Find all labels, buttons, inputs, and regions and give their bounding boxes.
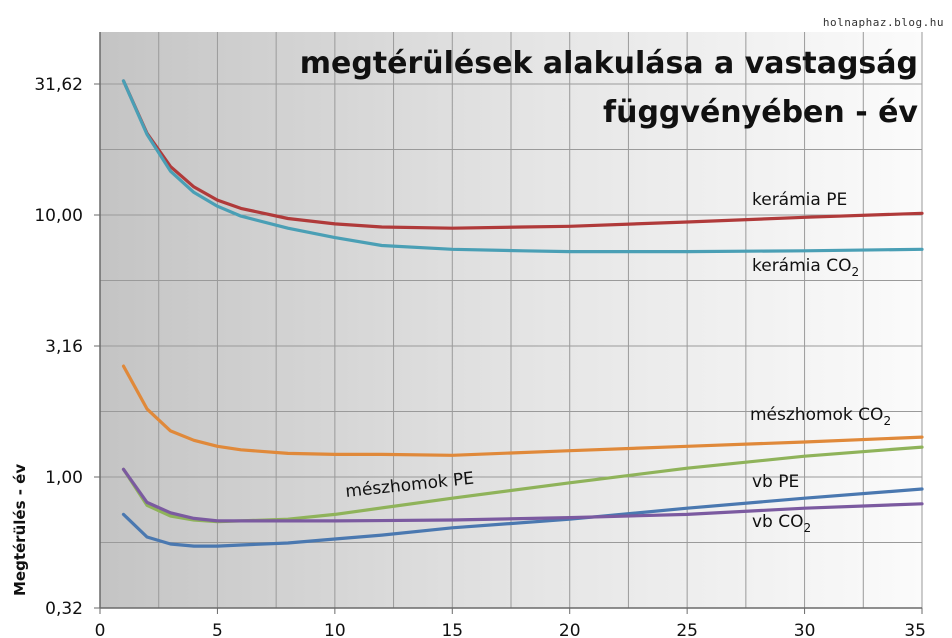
x-tick-label: 35 <box>904 621 926 638</box>
series-label: mészhomok CO2 <box>750 405 891 428</box>
x-tick-label: 20 <box>559 621 581 638</box>
x-tick-label: 30 <box>794 621 816 638</box>
chart-title-line-1: megtérülések alakulása a vastagság <box>300 46 918 81</box>
x-tick-label: 10 <box>324 621 346 638</box>
axis-layer: 0,32 1,00 3,16 10,00 31,62 0 5 10 15 20 25 30 35 <box>34 32 926 638</box>
y-tick-label: 10,00 <box>34 206 83 226</box>
series-label: vb PE <box>752 472 799 492</box>
series-line <box>121 445 924 524</box>
series-line <box>121 79 924 230</box>
y-tick-label: 31,62 <box>34 75 83 95</box>
grid-layer <box>99 32 923 609</box>
series-line <box>121 364 924 457</box>
chart-title-line-2: függvényében - év <box>603 95 918 130</box>
series-layer <box>121 79 924 548</box>
series-line <box>121 79 924 254</box>
y-tick-label: 3,16 <box>45 337 83 357</box>
x-tick-label: 15 <box>441 621 463 638</box>
watermark: holnaphaz.blog.hu <box>823 16 944 29</box>
series-label: kerámia PE <box>752 190 847 210</box>
y-tick-label: 0,32 <box>45 599 83 619</box>
y-axis-label: Megtérülés - év <box>11 464 29 596</box>
x-tick-label: 0 <box>95 621 106 638</box>
x-tick-label: 5 <box>212 621 223 638</box>
series-line <box>121 467 924 523</box>
x-tick-label: 25 <box>676 621 698 638</box>
y-tick-label: 1,00 <box>45 468 83 488</box>
series-label: vb CO2 <box>752 512 811 535</box>
series-label: kerámia CO2 <box>752 256 859 279</box>
series-line <box>121 487 924 548</box>
